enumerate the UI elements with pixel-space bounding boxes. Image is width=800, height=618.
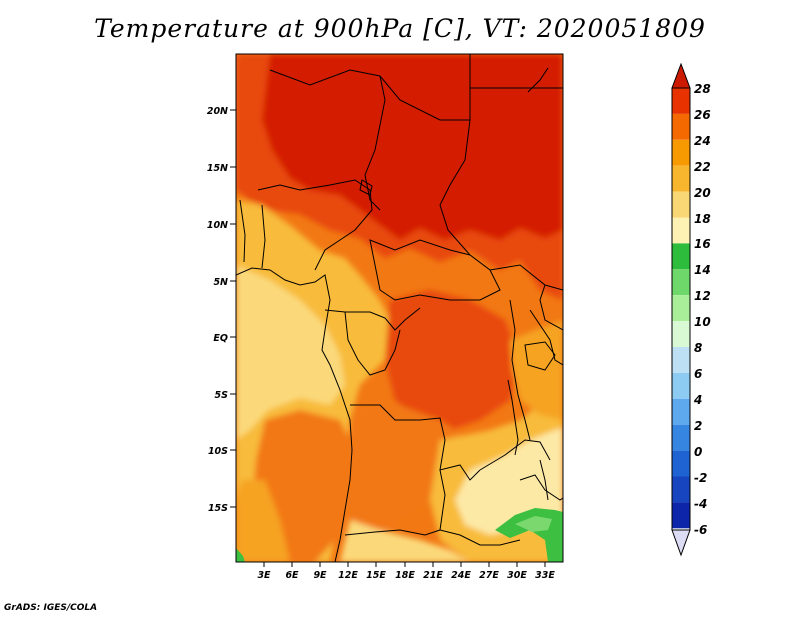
colorbar-seg-m6-m4 [672,502,690,529]
border-drc-angola [350,404,481,481]
border-west [261,204,266,269]
boundaries [236,54,563,562]
colorbar-seg-m2-0 [672,450,690,477]
colorbar-frame [671,87,691,531]
lake-victoria [524,341,556,371]
border-mozambique [519,474,563,501]
border-uganda-kenya [529,309,563,366]
lon-label-6e: 6E [285,570,299,581]
lat-label-5n: 5N [213,277,228,288]
border-drc-east [509,299,531,441]
colorbar-label-14: 14 [694,263,711,277]
colorbar-label-24: 24 [694,134,711,148]
lon-label-15e: 15E [366,570,386,581]
field-center-orange [350,405,470,540]
colorbar-label-6: 6 [694,367,702,381]
colorbar-label-4: 4 [693,393,702,407]
colorbar-label-m6: -6 [694,523,707,537]
field-sw-amber [236,480,290,562]
colorbar-seg-10-12 [672,295,690,322]
colorbar-seg-0-2 [672,424,690,451]
colorbar-seg-14-16 [672,243,690,270]
field-sw-green [236,548,245,562]
colorbar-label-12: 12 [694,289,711,303]
colorbar-label-26: 26 [694,108,711,122]
field-hottest-north [262,54,563,240]
border-sahel-north [269,54,471,121]
field-east-amber [510,320,563,420]
border-chad-sudan [439,119,471,256]
colorbar-label-m4: -4 [694,497,707,511]
lat-label-10s: 10S [208,446,228,457]
colorbar-label-20: 20 [694,186,711,200]
border-zambia-north [479,439,551,471]
lat-label-10n: 10N [207,220,228,231]
colorbar-label-16: 16 [694,237,711,251]
colorbar-label-28: 28 [694,82,711,96]
lon-label-18e: 18E [395,570,415,581]
lon-label-9e: 9E [313,570,327,581]
lon-label-30e: 30E [507,570,527,581]
border-ghana [239,199,246,263]
colorbar-seg-26-28 [672,88,690,114]
field-west-pale [236,265,345,440]
ne-coast [527,67,549,93]
colorbar-top-arrow [671,62,691,89]
lake-chad [359,179,373,196]
colorbar-seg-18-20 [672,191,690,218]
colorbar-label-2: 2 [694,419,702,433]
colorbar-label-m2: -2 [694,471,707,485]
lat-label-15n: 15N [207,163,228,174]
colorbar-seg-2-4 [672,398,690,425]
lake-malawi [539,459,549,501]
lon-label-21e: 21E [423,570,443,581]
colorbar-seg-12-14 [672,269,690,296]
colorbar-label-0: 0 [694,445,702,459]
colorbar-seg-6-8 [672,347,690,373]
colorbar-seg-m4-m2 [672,476,690,503]
lat-label-20n: 20N [207,106,228,117]
border-car [369,239,501,301]
colorbar [671,62,691,557]
lat-label-eq: EQ [213,333,228,344]
map-frame [235,53,564,563]
colorbar-label-18: 18 [694,212,711,226]
border-south-sudan [489,264,563,291]
lon-label-24e: 24E [451,570,471,581]
border-congo [344,311,401,376]
field-center-warm [385,290,520,430]
temperature-field [236,54,563,562]
colorbar-seg-24-26 [672,113,690,140]
colorbar-seg-20-22 [672,165,690,192]
field-se-lightgreen [515,516,552,532]
chart-title: Temperature at 900hPa [C], VT: 202005180… [94,14,706,43]
border-zambia [439,469,521,546]
lon-axis [263,562,546,567]
colorbar-label-8: 8 [694,341,702,355]
field-south-cream [340,520,470,562]
colorbar-seg-8-10 [672,321,690,347]
lon-label-3e: 3E [257,570,271,581]
border-ethiopia [539,284,563,331]
lat-label-15s: 15S [208,503,228,514]
lat-axis [230,109,236,508]
lon-label-12e: 12E [338,570,358,581]
lon-label-27e: 27E [479,570,499,581]
border-angola-namibia [344,529,441,536]
colorbar-seg-4-6 [672,372,690,399]
lon-label-33e: 33E [535,570,555,581]
colorbar-seg-22-24 [672,139,690,166]
lake-tanganyika [507,379,519,456]
coastline [236,267,353,562]
grads-credit: GrADS: IGES/COLA [4,603,98,613]
colorbar-label-10: 10 [694,315,711,329]
colorbar-bottom-arrow [671,529,691,557]
border-nigeria [257,179,373,271]
colorbar-label-22: 22 [694,160,711,174]
colorbar-seg-16-18 [672,217,690,244]
lat-label-5s: 5S [215,390,229,401]
